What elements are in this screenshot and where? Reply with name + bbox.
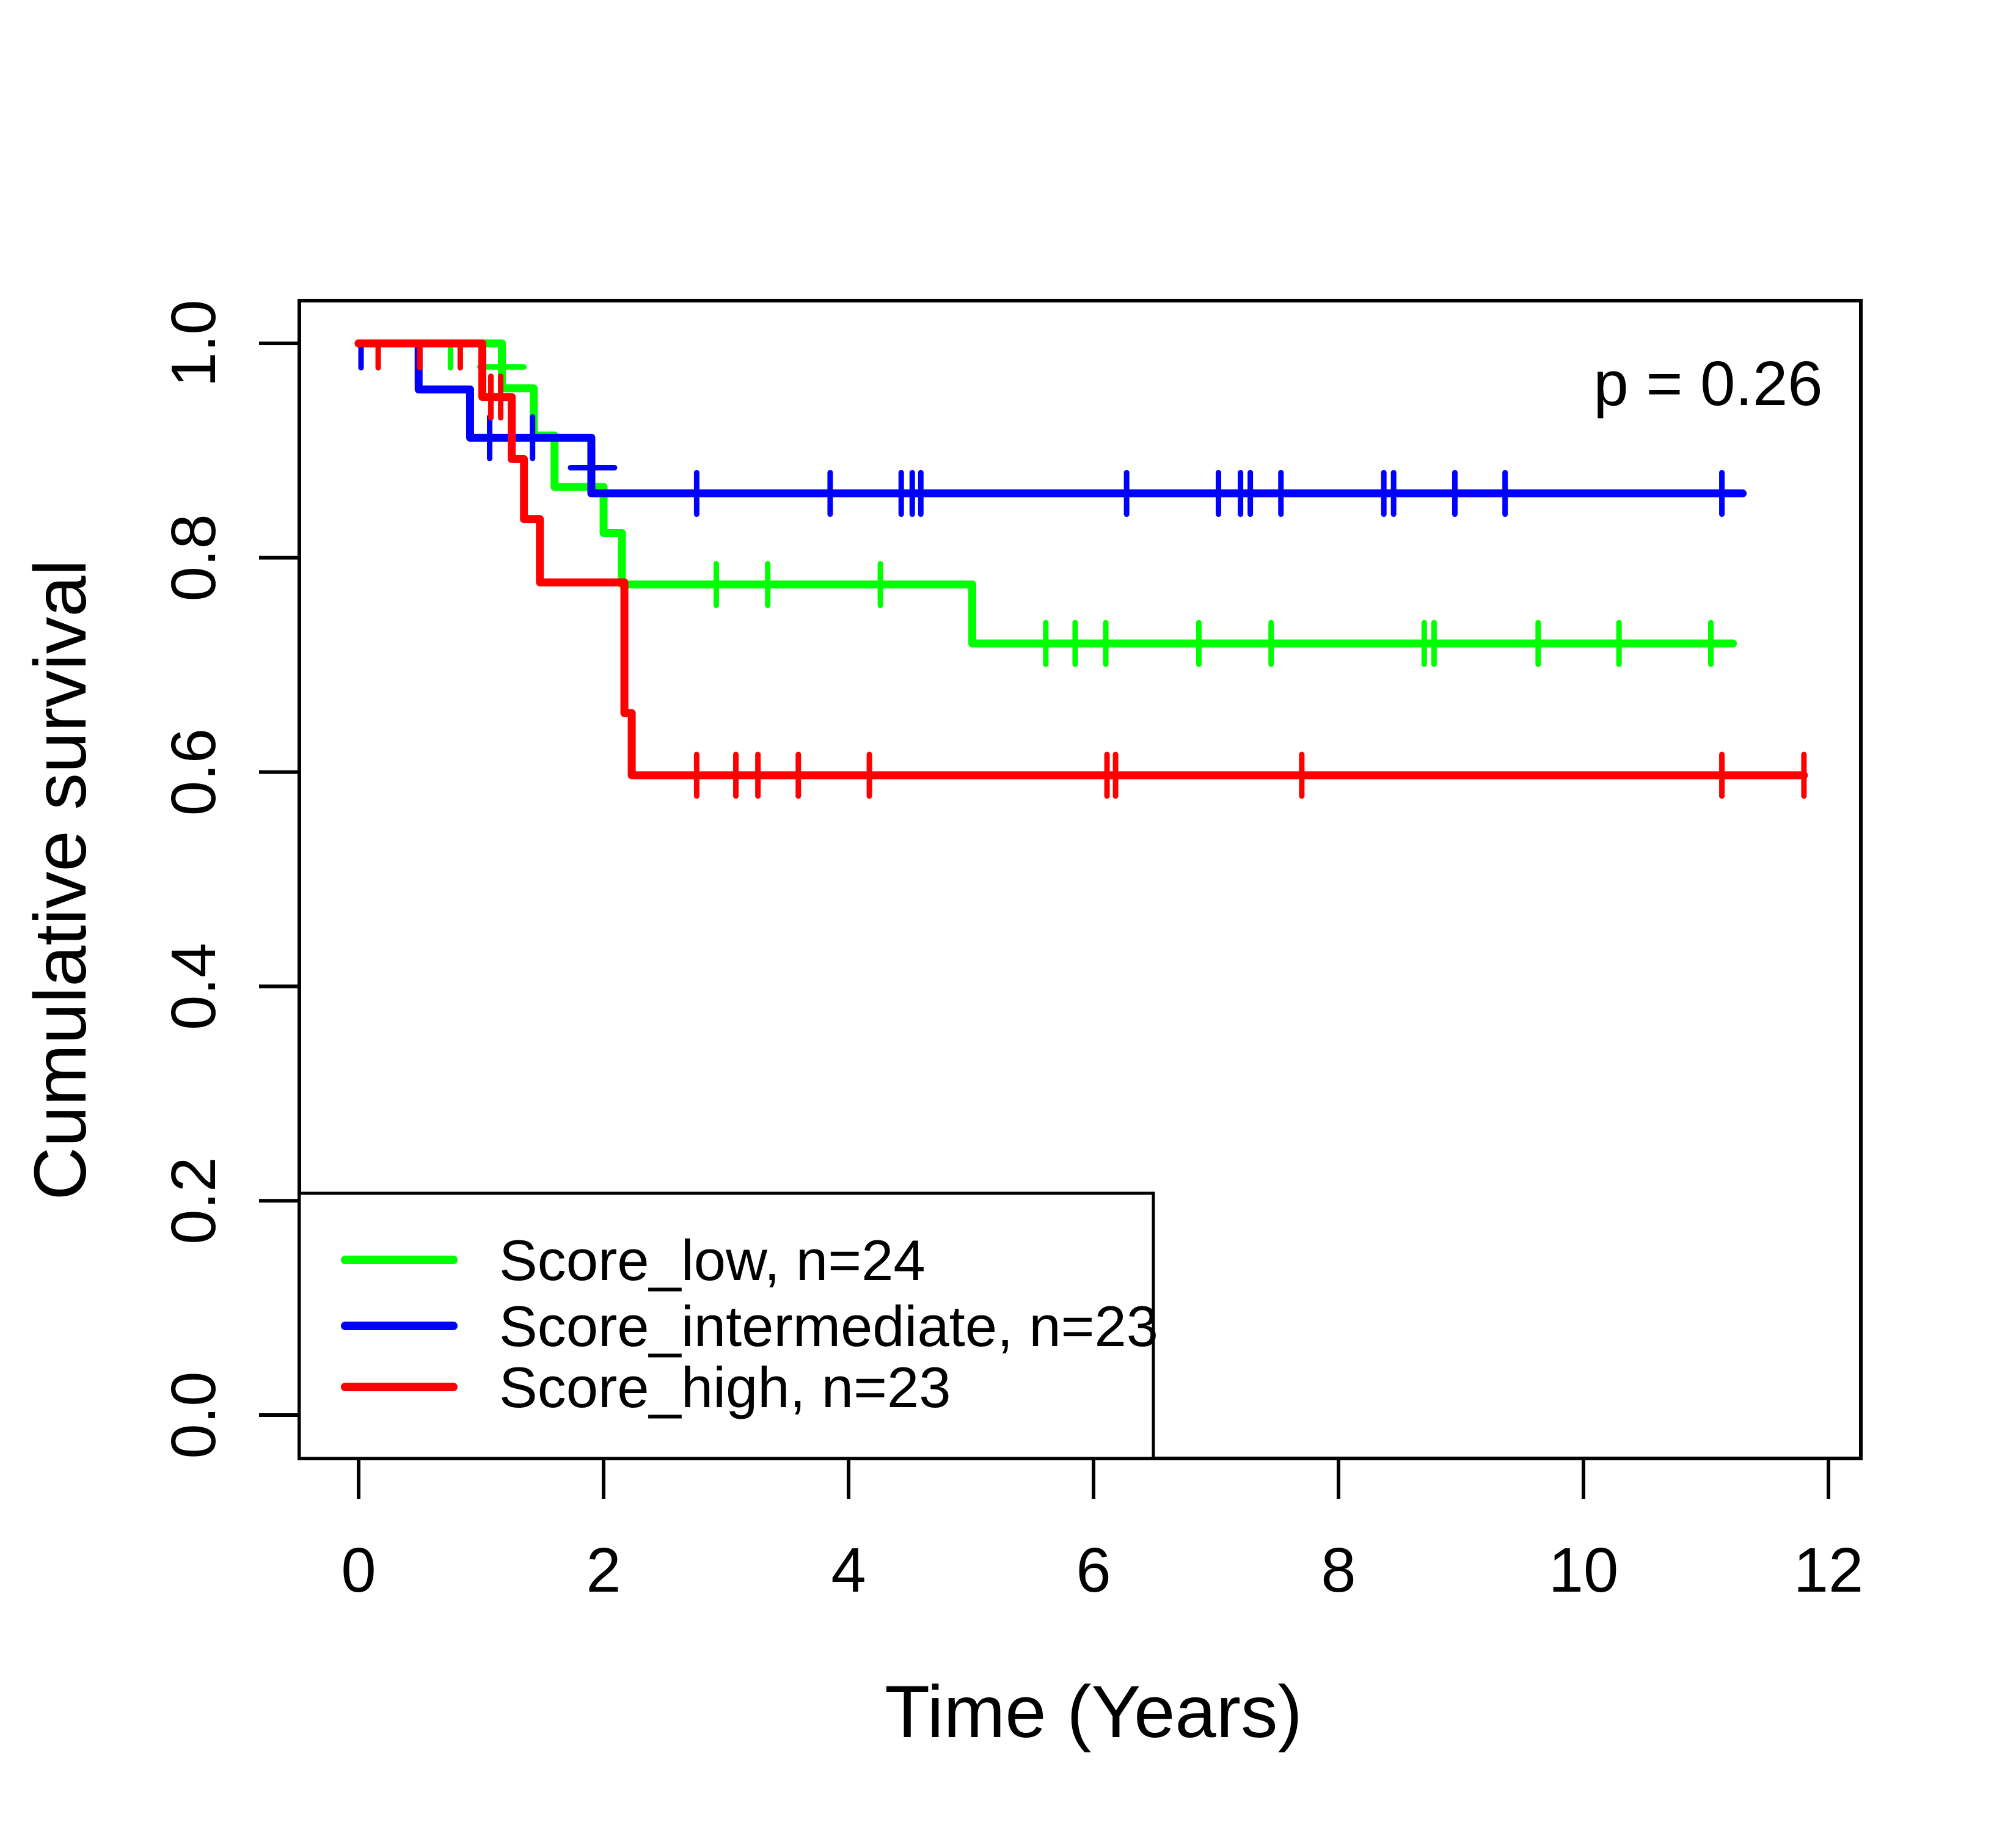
y-tick-label: 0.4: [158, 943, 228, 1030]
y-tick-label: 0.2: [158, 1157, 228, 1245]
x-tick-label: 4: [831, 1535, 866, 1605]
survival-curve: [354, 339, 1808, 780]
x-axis-ticks: 0 2 4 6 8 10 12: [341, 1458, 1863, 1605]
y-tick-label: 0.0: [158, 1371, 228, 1458]
legend-entry-label: Score_intermediate, n=23: [499, 1294, 1158, 1358]
y-axis-ticks: 0.0 0.2 0.4 0.6 0.8 1.0: [158, 299, 299, 1459]
x-tick-label: 8: [1321, 1535, 1356, 1605]
y-tick-label: 0.8: [158, 514, 228, 601]
p-value-label: p = 0.26: [1593, 348, 1822, 419]
x-tick-label: 6: [1076, 1535, 1111, 1605]
x-tick-label: 0: [341, 1535, 376, 1605]
y-tick-label: 0.6: [158, 728, 228, 816]
x-axis-title: Time (Years): [885, 1670, 1302, 1753]
survival-curve: [354, 339, 1747, 498]
x-tick-label: 10: [1549, 1535, 1619, 1605]
x-tick-label: 12: [1794, 1535, 1864, 1605]
legend-entry-label: Score_high, n=23: [499, 1355, 951, 1419]
y-tick-label: 1.0: [158, 299, 228, 387]
x-tick-label: 2: [586, 1535, 621, 1605]
survival-curve: [354, 339, 1737, 648]
survival-curves: [354, 339, 1808, 799]
y-axis-title: Cumulative survival: [18, 559, 101, 1200]
legend-entry-label: Score_low, n=24: [499, 1228, 926, 1292]
